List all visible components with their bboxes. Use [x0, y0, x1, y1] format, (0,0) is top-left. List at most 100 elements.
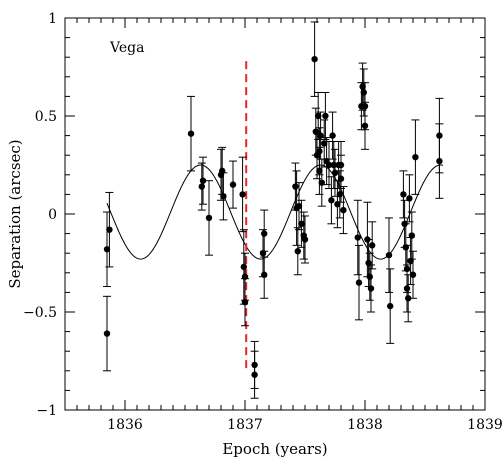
data-point [385, 217, 393, 293]
point-marker [295, 202, 303, 210]
point-marker [336, 191, 343, 198]
data-point [355, 244, 363, 321]
y-tick-label: −1 [36, 403, 57, 419]
point-marker [294, 248, 301, 255]
point-marker [366, 273, 373, 280]
data-point [260, 209, 269, 258]
point-marker [369, 242, 376, 249]
point-marker [406, 195, 413, 202]
point-marker [103, 246, 111, 253]
model-curve [106, 164, 444, 260]
point-marker [220, 193, 227, 200]
data-points-layer [103, 21, 444, 399]
data-point [239, 229, 248, 305]
point-marker [311, 55, 318, 63]
point-marker [361, 122, 369, 129]
data-point [297, 199, 306, 248]
point-marker [205, 214, 213, 222]
data-point [219, 172, 228, 221]
data-point [250, 350, 259, 399]
point-marker [261, 230, 268, 237]
point-marker [298, 220, 305, 227]
x-axis-tick-labels: 1836 1837 1838 1839 [107, 417, 503, 433]
point-marker [355, 279, 363, 286]
data-point [399, 170, 408, 219]
vega-annotation: Vega [109, 40, 144, 56]
data-point [293, 227, 302, 276]
model-curve-layer [106, 164, 444, 260]
point-marker [328, 197, 335, 204]
point-marker [103, 330, 111, 337]
x-axis-label: Epoch (years) [222, 440, 327, 458]
point-marker [340, 206, 347, 214]
point-marker [405, 295, 412, 302]
data-point [339, 186, 348, 235]
point-marker [400, 191, 407, 198]
point-marker [106, 226, 113, 233]
point-marker [239, 191, 246, 198]
point-marker [360, 89, 367, 96]
data-point [321, 91, 330, 141]
y-tick-label: 0.5 [35, 109, 57, 125]
x-tick-label: 1836 [107, 417, 143, 433]
data-point [314, 91, 323, 141]
point-marker [199, 177, 207, 184]
x-tick-label: 1837 [227, 417, 263, 433]
point-marker [337, 175, 345, 182]
data-point [229, 160, 237, 209]
data-point [199, 156, 207, 205]
y-tick-label: −0.5 [23, 305, 57, 321]
point-marker [292, 183, 299, 190]
data-point [368, 221, 377, 270]
point-marker [198, 183, 205, 190]
point-marker [354, 234, 361, 241]
point-marker [316, 167, 323, 175]
data-point [405, 174, 414, 223]
data-point [310, 21, 319, 97]
point-marker [367, 285, 375, 292]
data-point [328, 111, 337, 160]
point-marker [385, 251, 393, 259]
data-point [386, 268, 395, 344]
y-axis-ticks [65, 17, 485, 411]
data-point [187, 95, 195, 172]
data-point [105, 191, 114, 268]
plot-frame [64, 17, 486, 411]
point-marker [241, 273, 249, 280]
data-point [409, 250, 417, 299]
point-marker [301, 236, 309, 243]
data-point [197, 162, 206, 211]
point-marker [240, 263, 247, 271]
data-point [361, 101, 369, 150]
data-point [301, 215, 309, 264]
point-marker [317, 132, 324, 139]
x-tick-label: 1839 [467, 417, 503, 433]
data-point [259, 229, 267, 278]
point-marker [187, 130, 195, 137]
y-axis-tick-labels: −1 −0.5 0 0.5 1 [23, 11, 57, 419]
data-point [322, 137, 331, 186]
data-point [103, 295, 111, 372]
point-marker [409, 271, 417, 278]
point-marker [261, 271, 268, 278]
point-marker [315, 112, 322, 120]
data-point [218, 146, 227, 195]
point-marker [229, 181, 237, 188]
y-axis-label: Separation (arcsec) [6, 139, 24, 288]
data-point [411, 119, 420, 195]
data-point [327, 176, 336, 225]
x-tick-label: 1838 [347, 417, 383, 433]
point-marker [322, 112, 329, 120]
point-marker [251, 371, 258, 378]
data-point [404, 274, 413, 323]
data-point [238, 156, 247, 233]
y-tick-label: 1 [48, 11, 57, 27]
point-marker [436, 157, 443, 165]
data-point [403, 264, 411, 313]
point-marker [412, 153, 419, 161]
point-marker [325, 161, 333, 169]
y-tick-label: 0 [48, 207, 57, 223]
data-point [260, 250, 269, 299]
data-point [241, 252, 249, 301]
